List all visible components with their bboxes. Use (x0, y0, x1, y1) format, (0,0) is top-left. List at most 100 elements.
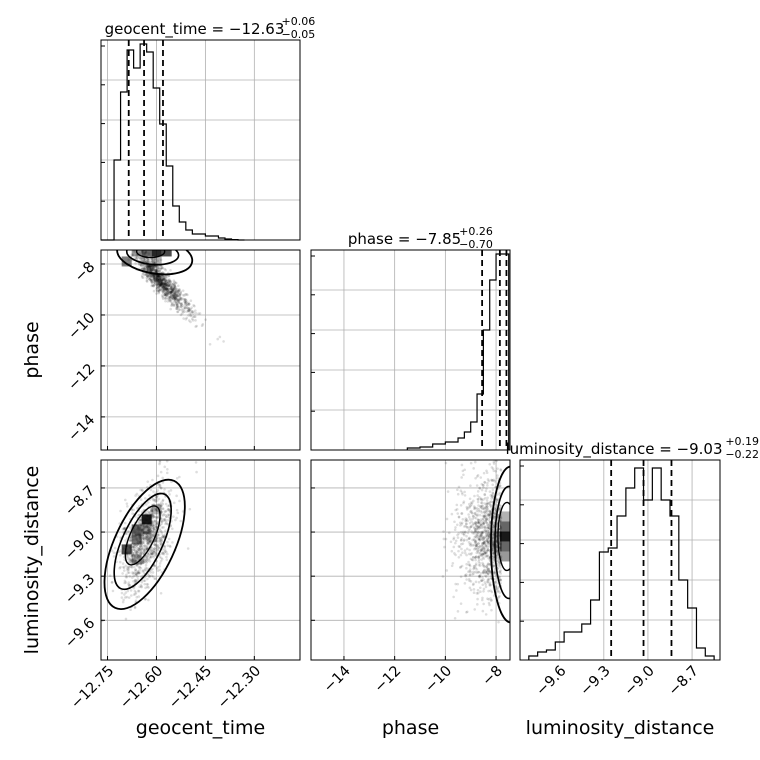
scatter-point (158, 277, 162, 280)
scatter-point (165, 509, 168, 513)
scatter-point (186, 309, 190, 313)
scatter-point (480, 534, 483, 538)
scatter-point (195, 470, 198, 474)
scatter-point (145, 260, 148, 264)
scatter-point (477, 556, 480, 560)
scatter-point (490, 478, 493, 482)
scatter-point (164, 284, 168, 288)
scatter-point (155, 538, 158, 541)
scatter-point (135, 551, 138, 555)
scatter-point (158, 269, 162, 273)
scatter-point (157, 282, 161, 285)
scatter-point (474, 566, 477, 570)
scatter-point (157, 283, 161, 286)
scatter-point (468, 543, 472, 546)
scatter-point (160, 530, 163, 533)
x-tick-label: −12.45 (166, 663, 215, 712)
scatter-point (454, 539, 458, 543)
scatter-point (163, 518, 167, 521)
scatter-point (147, 265, 150, 268)
scatter-point (152, 499, 155, 502)
scatter-point (118, 566, 121, 570)
hist-frame-luminosity_distance (519, 459, 721, 661)
scatter-point (153, 277, 156, 280)
scatter-point (485, 533, 488, 537)
scatter-point (484, 510, 488, 513)
density-cell (131, 534, 142, 545)
scatter-point (480, 531, 483, 534)
scatter-point (143, 598, 147, 601)
scatter-point (156, 279, 160, 282)
scatter-point (122, 566, 126, 570)
scatter-point (157, 533, 161, 537)
scatter-point (160, 275, 164, 278)
scatter-point (146, 268, 149, 271)
x-axis-label: phase (382, 717, 439, 739)
scatter-point (492, 478, 496, 482)
scatter-point (175, 494, 178, 498)
scatter-point (136, 546, 140, 550)
density-cell (499, 521, 510, 532)
scatter-point (142, 539, 146, 543)
scatter-point (163, 282, 167, 286)
scatter-point (154, 553, 157, 557)
scatter-point (462, 500, 466, 503)
scatter-point (457, 485, 461, 489)
scatter-point (160, 501, 163, 504)
scatter-point (490, 500, 493, 503)
scatter-point (482, 541, 486, 544)
scatter-point (136, 556, 139, 560)
scatter-point (160, 542, 163, 546)
scatter-point (179, 303, 183, 306)
scatter-point (148, 528, 151, 532)
scatter-point (165, 515, 168, 519)
scatter-point (140, 275, 144, 279)
scatter-point (148, 265, 152, 269)
scatter-point (146, 577, 149, 581)
scatter-point (459, 503, 463, 507)
scatter-point (142, 531, 146, 534)
scatter-point (157, 269, 161, 273)
scatter-point (485, 532, 488, 535)
scatter-point (176, 310, 179, 314)
scatter-point (134, 549, 138, 553)
scatter-point (479, 571, 483, 575)
scatter-point (167, 289, 171, 293)
scatter-point (135, 572, 138, 575)
scatter-point (487, 535, 491, 539)
scatter-point (168, 297, 171, 301)
scatter-point (480, 544, 483, 548)
scatter-point (473, 564, 476, 568)
scatter-point (160, 283, 163, 287)
scatter-point (461, 542, 465, 545)
scatter-point (149, 538, 153, 542)
scatter-point (476, 526, 480, 530)
density-cell (499, 541, 510, 552)
scatter-point (480, 499, 484, 502)
scatter-point (146, 268, 150, 271)
scatter-point (155, 516, 159, 520)
scatter-point (128, 539, 132, 542)
scatter-point (156, 569, 160, 573)
scatter-point (176, 300, 180, 303)
scatter-point (173, 296, 176, 299)
scatter-point (156, 282, 159, 286)
scatter-point (137, 514, 140, 517)
scatter-point (145, 258, 148, 261)
scatter-point (463, 582, 467, 585)
scatter-point (147, 525, 150, 529)
scatter-point (478, 539, 481, 542)
scatter-point (146, 265, 149, 268)
scatter-point (152, 284, 156, 288)
scatter-point (153, 269, 157, 273)
scatter-point (165, 287, 169, 290)
hist-frame-phase (310, 249, 511, 451)
scatter-point (148, 267, 152, 270)
scatter-point (486, 572, 490, 576)
scatter-point (137, 570, 140, 574)
scatter-point (145, 280, 149, 283)
scatter-point (176, 292, 180, 295)
scatter-point (480, 531, 484, 535)
scatter-point (479, 549, 483, 552)
scatter-point (140, 550, 143, 554)
